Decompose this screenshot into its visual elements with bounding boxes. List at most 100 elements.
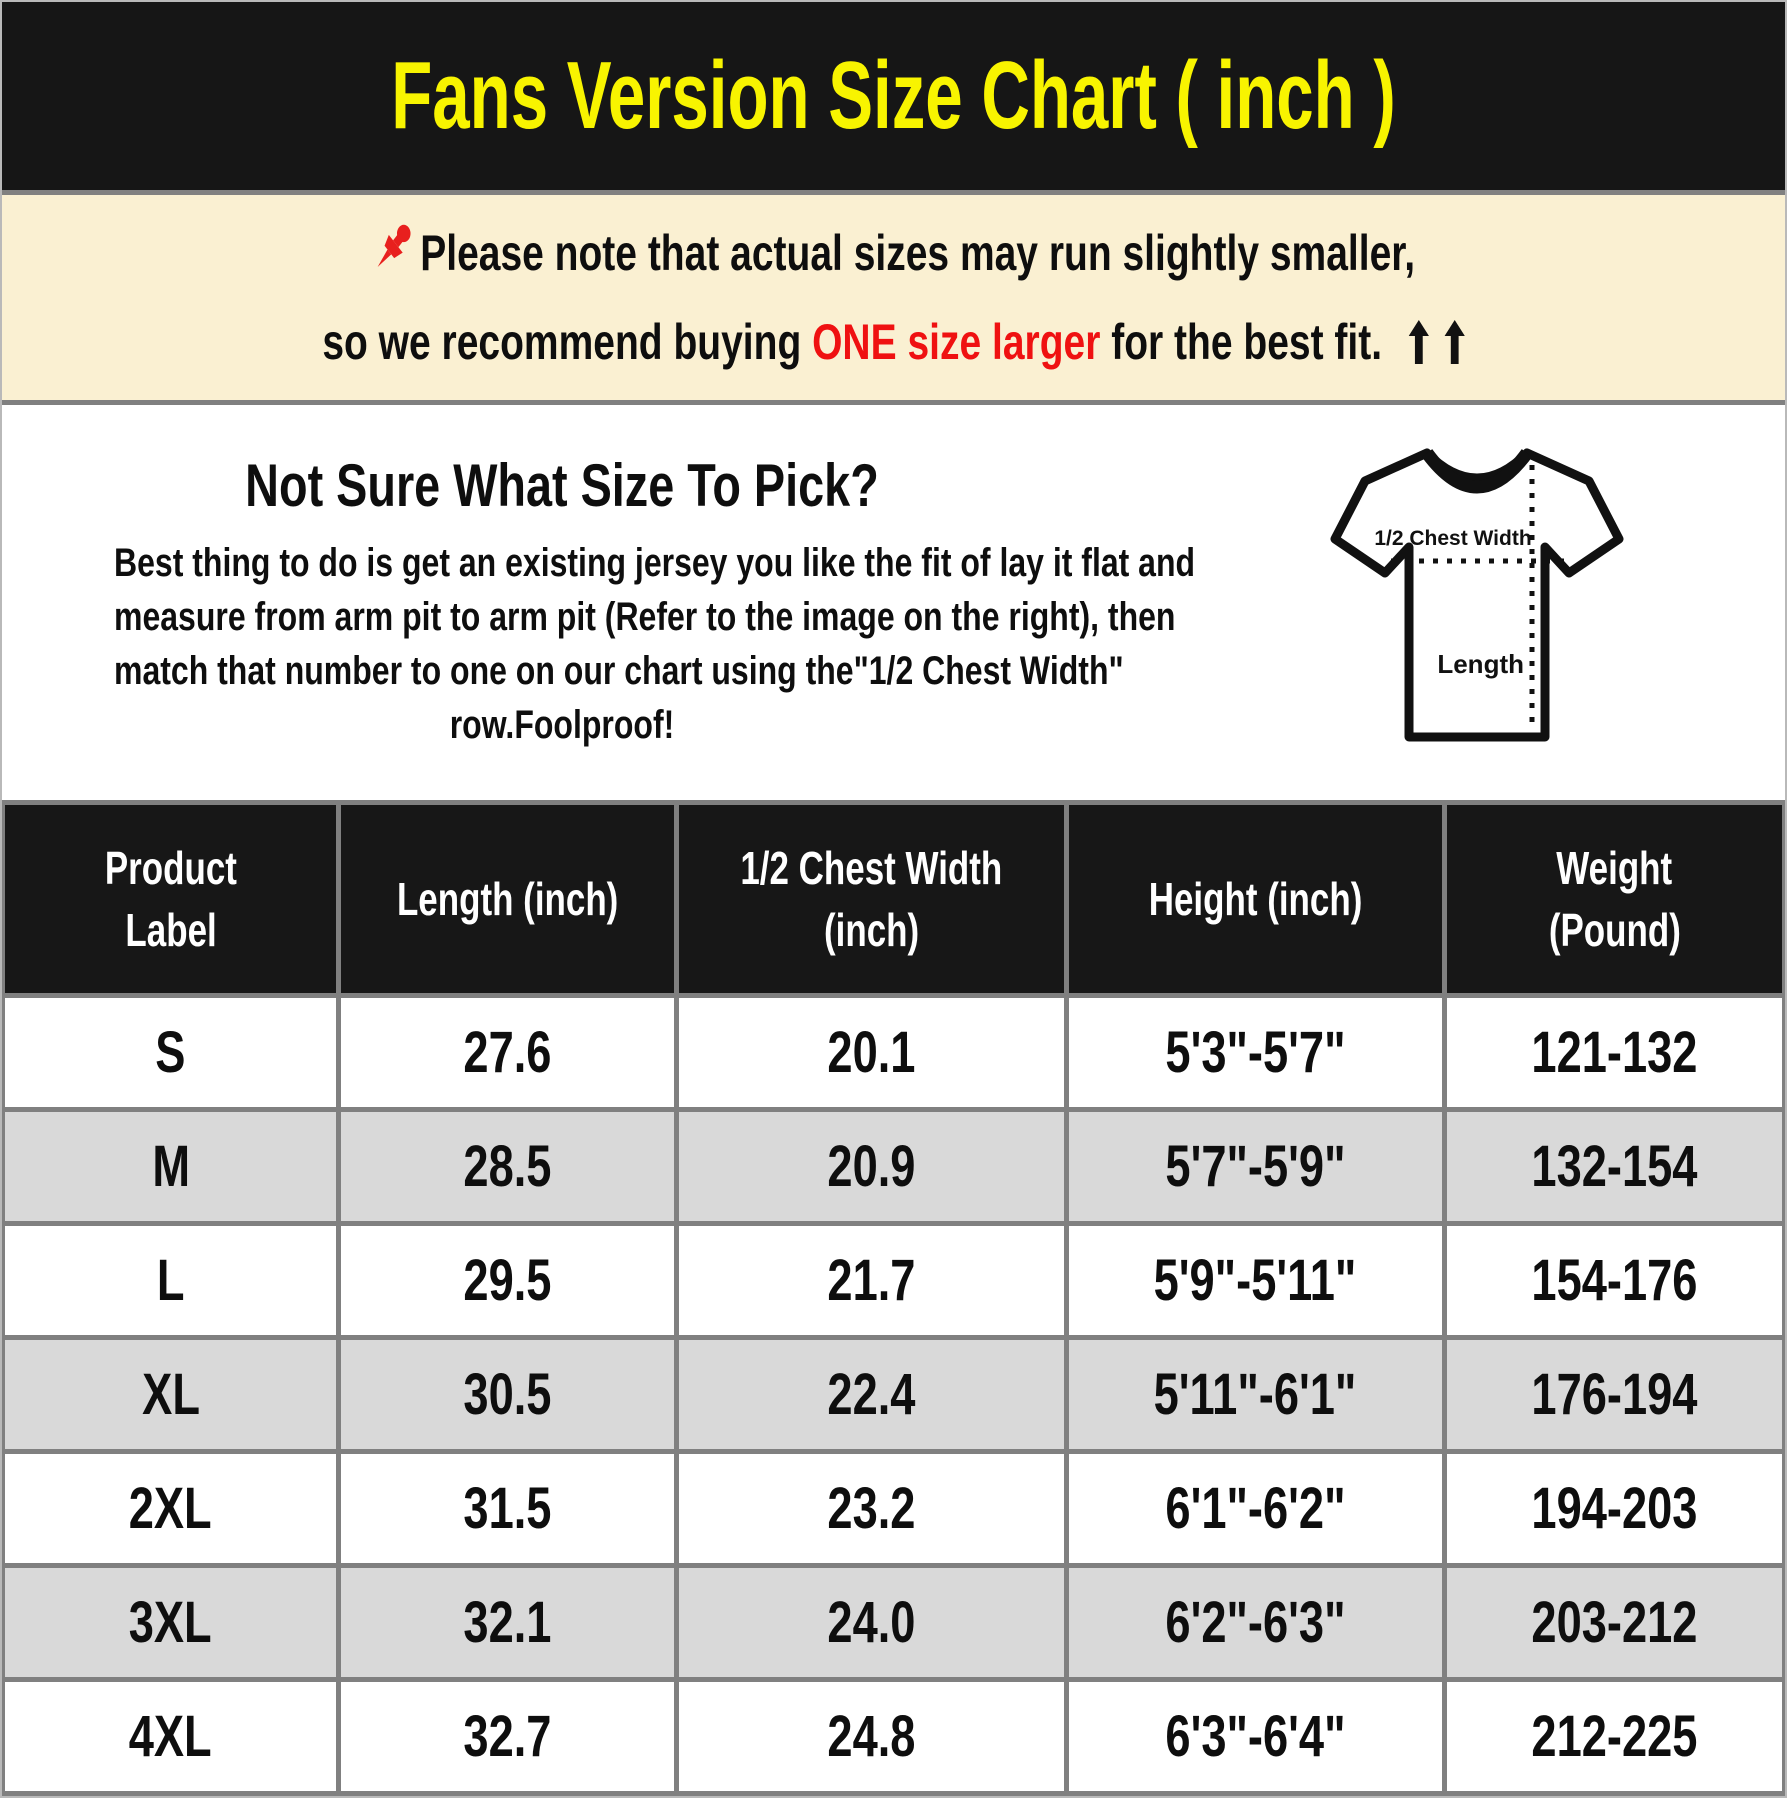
cell-height: 5'9"-5'11" xyxy=(1069,1226,1442,1335)
cell-value: 24.8 xyxy=(827,1704,916,1769)
cell-weight: 194-203 xyxy=(1446,1454,1782,1563)
cell-height: 6'2"-6'3" xyxy=(1069,1568,1442,1677)
header-text: 1/2 Chest Width xyxy=(740,842,1003,894)
cell-value: 5'3"-5'7" xyxy=(1165,1020,1346,1085)
size-guide-paragraph-line: match that number to one on our chart us… xyxy=(114,649,1124,693)
header-cell-half-chest-width: 1/2 Chest Width (inch) xyxy=(678,805,1065,993)
cell-height: 5'3"-5'7" xyxy=(1069,998,1442,1107)
cell-weight: 203-212 xyxy=(1446,1568,1782,1677)
cell-value: 32.1 xyxy=(463,1590,552,1655)
cell-product-label: 3XL xyxy=(5,1568,337,1677)
cell-height: 5'7"-5'9" xyxy=(1069,1112,1442,1221)
up-arrow-icon xyxy=(1408,320,1429,365)
cell-value: 6'1"-6'2" xyxy=(1165,1476,1346,1541)
cell-product-label: 4XL xyxy=(5,1682,337,1791)
cell-value: 5'11"-6'1" xyxy=(1154,1362,1357,1427)
cell-value: 3XL xyxy=(129,1590,213,1655)
note-line-1: Please note that actual sizes may run sl… xyxy=(198,224,1589,288)
cell-product-label: M xyxy=(5,1112,337,1221)
one-size-larger-highlight: ONE size larger xyxy=(812,314,1101,371)
cell-value: S xyxy=(155,1020,186,1085)
pushpin-icon xyxy=(377,225,411,268)
cell-value: XL xyxy=(141,1362,200,1427)
chest-width-label: 1/2 Chest Width xyxy=(1374,527,1531,550)
cell-weight: 176-194 xyxy=(1446,1340,1782,1449)
size-guide-heading: Not Sure What Size To Pick? xyxy=(245,452,879,519)
note-line-2-prefix: so we recommend buying xyxy=(322,314,813,371)
cell-value: 31.5 xyxy=(463,1476,552,1541)
page-title: Fans Version Size Chart ( inch ) xyxy=(391,42,1396,149)
header-cell-weight: Weight (Pound) xyxy=(1446,805,1782,993)
cell-half-chest: 23.2 xyxy=(678,1454,1065,1563)
note-line-2: so we recommend buying ONE size larger f… xyxy=(198,313,1589,371)
cell-half-chest: 24.0 xyxy=(678,1568,1065,1677)
tshirt-outline xyxy=(1330,448,1624,742)
cell-value: 176-194 xyxy=(1531,1362,1698,1427)
header-text: Weight xyxy=(1556,842,1673,894)
header-text: Label xyxy=(124,904,217,956)
cell-half-chest: 20.9 xyxy=(678,1112,1065,1221)
header-text: Length (inch) xyxy=(396,873,619,925)
cell-length: 27.6 xyxy=(341,998,674,1107)
cell-value: M xyxy=(151,1134,190,1199)
tshirt-collar xyxy=(1421,449,1533,494)
size-guide-paragraph-line: Best thing to do is get an existing jers… xyxy=(114,541,1196,585)
cell-height: 6'3"-6'4" xyxy=(1069,1682,1442,1791)
cell-product-label: 2XL xyxy=(5,1454,337,1563)
size-guide-paragraph-line: measure from arm pit to arm pit (Refer t… xyxy=(114,595,1176,639)
cell-value: 2XL xyxy=(129,1476,213,1541)
cell-value: 4XL xyxy=(129,1704,213,1769)
cell-weight: 154-176 xyxy=(1446,1226,1782,1335)
cell-value: 5'7"-5'9" xyxy=(1165,1134,1346,1199)
cell-length: 28.5 xyxy=(341,1112,674,1221)
cell-value: 6'3"-6'4" xyxy=(1165,1704,1346,1769)
cell-value: 28.5 xyxy=(463,1134,552,1199)
cell-value: 27.6 xyxy=(463,1020,552,1085)
header-cell-product-label: Product Label xyxy=(5,805,337,993)
cell-half-chest: 20.1 xyxy=(678,998,1065,1107)
cell-value: 5'9"-5'11" xyxy=(1154,1248,1357,1313)
note-banner: Please note that actual sizes may run sl… xyxy=(2,195,1785,405)
cell-value: 212-225 xyxy=(1531,1704,1698,1769)
cell-product-label: S xyxy=(5,998,337,1107)
cell-height: 6'1"-6'2" xyxy=(1069,1454,1442,1563)
size-guide-paragraph-line: row.Foolproof! xyxy=(449,703,675,747)
up-arrow-icon xyxy=(1444,320,1465,365)
cell-height: 5'11"-6'1" xyxy=(1069,1340,1442,1449)
length-label: Length xyxy=(1437,649,1524,679)
header-cell-height: Height (inch) xyxy=(1069,805,1442,993)
cell-value: 29.5 xyxy=(463,1248,552,1313)
cell-half-chest: 21.7 xyxy=(678,1226,1065,1335)
cell-value: 154-176 xyxy=(1531,1248,1698,1313)
cell-length: 30.5 xyxy=(341,1340,674,1449)
cell-value: 22.4 xyxy=(827,1362,916,1427)
size-table: Product Label Length (inch) 1/2 Chest Wi… xyxy=(2,800,1785,1796)
cell-value: L xyxy=(156,1248,185,1313)
cell-weight: 121-132 xyxy=(1446,998,1782,1107)
note-line-1-text: Please note that actual sizes may run sl… xyxy=(420,224,1416,281)
header-text: (Pound) xyxy=(1548,904,1681,956)
header-text: Height (inch) xyxy=(1148,873,1363,925)
cell-value: 21.7 xyxy=(827,1248,916,1313)
cell-half-chest: 22.4 xyxy=(678,1340,1065,1449)
cell-value: 24.0 xyxy=(827,1590,916,1655)
cell-value: 23.2 xyxy=(827,1476,916,1541)
cell-value: 30.5 xyxy=(463,1362,552,1427)
cell-value: 203-212 xyxy=(1531,1590,1698,1655)
cell-value: 6'2"-6'3" xyxy=(1165,1590,1346,1655)
cell-length: 32.1 xyxy=(341,1568,674,1677)
cell-length: 32.7 xyxy=(341,1682,674,1791)
header-cell-length: Length (inch) xyxy=(341,805,674,993)
cell-product-label: XL xyxy=(5,1340,337,1449)
cell-product-label: L xyxy=(5,1226,337,1335)
header-text: Product xyxy=(104,842,237,894)
cell-length: 29.5 xyxy=(341,1226,674,1335)
cell-value: 32.7 xyxy=(463,1704,552,1769)
cell-value: 20.1 xyxy=(827,1020,916,1085)
cell-value: 194-203 xyxy=(1531,1476,1698,1541)
cell-value: 121-132 xyxy=(1531,1020,1698,1085)
cell-weight: 212-225 xyxy=(1446,1682,1782,1791)
header-text: (inch) xyxy=(823,904,919,956)
note-line-2-suffix: for the best fit. xyxy=(1100,314,1393,371)
